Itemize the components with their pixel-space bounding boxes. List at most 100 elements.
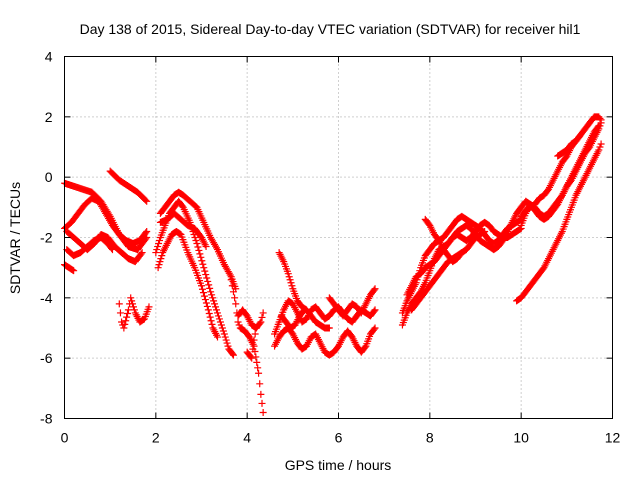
data-point [286,276,294,284]
data-point [325,324,333,332]
data-point [211,300,219,308]
data-point [155,237,163,245]
x-tick-label: 4 [243,430,251,446]
x-tick-label: 6 [335,430,343,446]
data-point [300,306,308,314]
data-point [287,279,295,287]
data-point [371,306,379,314]
data-point [252,324,260,332]
data-point [210,297,218,305]
data-point [597,140,605,148]
data-point [122,317,130,325]
data-point [595,146,603,154]
data-point [299,307,307,315]
data-point [192,237,200,245]
y-tick-label: -4 [40,290,53,306]
data-point [191,234,199,241]
data-point [216,318,224,326]
data-point [123,313,131,321]
y-tick-label: 4 [45,49,53,65]
data-point [197,253,205,261]
y-tick-label: 2 [45,109,53,125]
data-point [143,197,151,205]
data-point [129,303,137,311]
data-point [142,196,150,204]
data-point [259,408,267,416]
data-point [214,312,222,320]
data-point [224,342,232,350]
data-point [288,282,296,290]
data-point [199,260,207,268]
data-point [249,345,257,353]
data-point [226,271,234,279]
data-point [208,291,216,299]
data-point [69,266,77,274]
data-point [115,300,123,308]
data-point [229,350,237,358]
data-point [259,309,267,317]
data-point [206,284,214,292]
x-tick-label: 8 [426,430,434,446]
data-point [207,288,215,296]
data-point [257,318,265,326]
data-point [209,294,217,302]
data-point [480,228,488,236]
data-point [204,277,212,285]
y-tick-label: -6 [40,350,53,366]
data-point [208,320,216,328]
data-point [361,343,369,351]
data-point [457,250,465,258]
data-point [234,318,242,326]
data-point [258,313,266,321]
y-tick-label: -2 [40,230,53,246]
data-point [250,342,258,350]
y-axis-label: SDTVAR / TECUs [7,182,23,294]
data-point [219,327,227,335]
data-point [222,336,230,344]
data-point [202,271,210,279]
data-point [577,131,585,139]
data-point [128,297,136,305]
data-point [205,310,213,318]
data-point [371,324,379,332]
data-point [201,296,209,304]
data-point [121,320,129,328]
data-point [206,313,214,321]
data-point [201,267,209,275]
x-tick-label: 12 [605,430,621,446]
x-tick-label: 2 [152,430,160,446]
x-tick-label: 0 [61,430,69,446]
data-point [194,243,202,251]
data-points [61,113,605,416]
data-point [137,250,145,258]
data-point [193,240,201,248]
data-point [481,227,489,235]
x-tick-label: 10 [513,430,529,446]
data-point [198,257,206,265]
data-point [202,243,210,251]
data-point [220,330,228,338]
data-point [108,244,116,252]
data-point [370,307,378,315]
x-axis-label: GPS time / hours [285,457,392,473]
data-point [155,261,163,269]
data-point [227,276,235,284]
data-point [108,246,116,254]
data-point [596,143,604,151]
data-point [256,380,264,388]
data-point [596,114,604,122]
data-point [195,246,203,254]
data-point [213,333,221,341]
data-point [153,246,161,254]
data-point [223,339,231,347]
data-point [595,122,603,130]
data-point [129,300,137,308]
data-point [196,250,204,258]
data-point [213,309,221,317]
data-point [127,294,135,302]
data-point [155,240,163,248]
data-point [597,116,605,124]
data-point [370,325,378,333]
data-point [157,255,165,263]
